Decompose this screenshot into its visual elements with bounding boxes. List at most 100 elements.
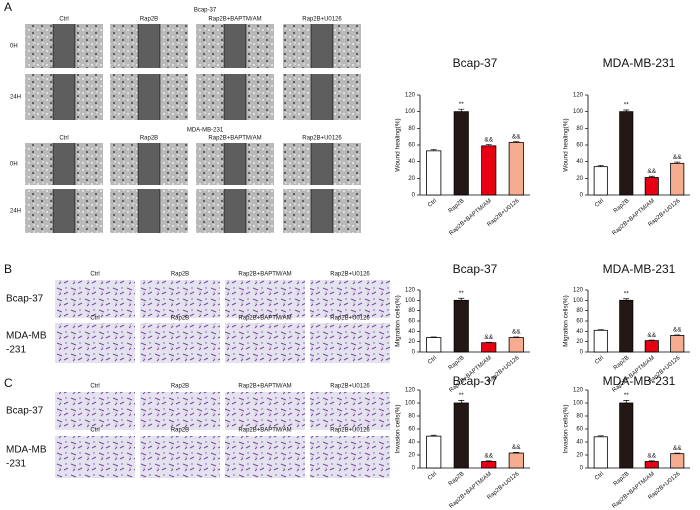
column-label: Ctrl	[59, 17, 68, 23]
y-axis-label: Migration cells(%)	[395, 295, 402, 347]
column-label: Rap2B+BAPTM/AM	[238, 428, 291, 434]
error-bar	[485, 460, 492, 462]
micrograph	[225, 280, 305, 318]
error-bar	[430, 434, 437, 437]
micrograph	[55, 280, 135, 318]
column-label: Rap2B	[171, 316, 189, 322]
significance-label: &&	[512, 444, 521, 451]
y-tick-label: 20	[576, 339, 583, 345]
significance-label: &&	[647, 332, 656, 339]
y-tick-label: 40	[408, 329, 415, 335]
micrograph	[310, 280, 390, 318]
significance-label: **	[459, 101, 465, 108]
row-label: 0H	[10, 44, 18, 50]
column-label: Rap2B	[171, 272, 189, 278]
micrograph	[225, 436, 305, 478]
y-axis-label: Invasion cells(%)	[563, 404, 570, 453]
bar	[426, 150, 442, 196]
row-label: Bcap-37	[6, 294, 44, 305]
bar	[593, 166, 608, 196]
error-bar	[458, 108, 465, 112]
error-bar	[430, 336, 437, 338]
x-tick-label: Rap2B+BAPTM/AM	[611, 198, 656, 237]
error-bar	[513, 452, 520, 454]
error-bar	[597, 165, 604, 167]
wound-gap	[138, 74, 160, 120]
y-axis-label: Migration cells(%)	[563, 295, 570, 347]
row-label: MDA-MB	[6, 445, 47, 456]
y-tick-label: 60	[576, 319, 583, 325]
y-tick-label: 100	[573, 109, 584, 115]
micrograph	[140, 323, 220, 363]
error-bar	[597, 329, 604, 331]
y-tick-label: 100	[573, 298, 584, 304]
y-tick-label: 100	[405, 401, 416, 407]
bar	[619, 299, 634, 353]
y-tick-label: 80	[408, 308, 415, 314]
bar	[481, 342, 497, 353]
error-bar	[648, 339, 655, 341]
bar	[644, 177, 659, 196]
significance-label: &&	[673, 327, 682, 334]
x-tick-label: Ctrl	[594, 471, 605, 482]
row-label: MDA-MB	[6, 331, 47, 342]
micrograph	[55, 392, 135, 430]
micrograph	[140, 392, 220, 430]
y-tick-label: 40	[576, 440, 583, 446]
x-tick-label: Rap2B+BAPTM/AM	[611, 471, 656, 510]
y-tick-label: 60	[576, 427, 583, 433]
panel-label: A	[4, 0, 12, 14]
y-tick-label: 40	[576, 329, 583, 335]
x-tick-label: Rap2B	[613, 471, 631, 487]
significance-label: &&	[512, 329, 521, 336]
bar	[426, 435, 442, 469]
y-tick-label: 120	[405, 93, 416, 99]
panel-label: B	[4, 262, 12, 276]
y-tick-label: 80	[576, 414, 583, 420]
column-label: Rap2B	[171, 384, 189, 390]
y-tick-label: 100	[405, 298, 416, 304]
error-bar	[674, 452, 681, 454]
y-tick-label: 120	[573, 288, 584, 294]
y-tick-label: 60	[576, 143, 583, 149]
y-tick-label: 0	[412, 193, 416, 199]
significance-label: **	[459, 290, 465, 297]
wound-gap	[138, 189, 160, 233]
error-bar	[623, 400, 630, 403]
y-tick-label: 120	[573, 93, 584, 99]
micrograph	[310, 436, 390, 478]
row-label: Bcap-37	[6, 406, 44, 417]
x-tick-label: Ctrl	[594, 355, 605, 366]
bar	[508, 142, 524, 196]
y-tick-label: 80	[576, 126, 583, 132]
y-tick-label: 20	[408, 453, 415, 459]
chart-title: MDA-MB-231	[603, 56, 676, 70]
y-tick-label: 60	[408, 427, 415, 433]
error-bar	[458, 400, 465, 403]
wound-gap	[53, 74, 75, 120]
column-label: Rap2B+U0126	[330, 272, 370, 278]
column-label: Ctrl	[90, 428, 99, 434]
column-label: Rap2B+U0126	[330, 316, 370, 322]
y-tick-label: 120	[405, 288, 416, 294]
chart-title: Bcap-37	[453, 374, 498, 388]
bar	[670, 335, 685, 353]
bar	[644, 461, 659, 469]
wound-gap	[53, 143, 75, 185]
column-label: Rap2B+BAPTM/AM	[208, 136, 261, 142]
chart-title: Bcap-37	[453, 262, 498, 276]
significance-label: &&	[647, 453, 656, 460]
column-label: Ctrl	[90, 384, 99, 390]
y-tick-label: 0	[580, 466, 584, 472]
x-tick-label: Ctrl	[427, 471, 438, 482]
group-title: MDA-MB-231	[187, 128, 224, 134]
bar	[508, 452, 524, 469]
column-label: Rap2B+BAPTM/AM	[208, 17, 261, 23]
significance-label: &&	[484, 453, 493, 460]
row-label: -231	[6, 459, 26, 470]
x-tick-label: Rap2B	[613, 198, 631, 214]
row-label: 24H	[10, 209, 21, 215]
error-bar	[513, 141, 520, 143]
y-tick-label: 0	[580, 350, 584, 356]
bar	[644, 340, 659, 353]
